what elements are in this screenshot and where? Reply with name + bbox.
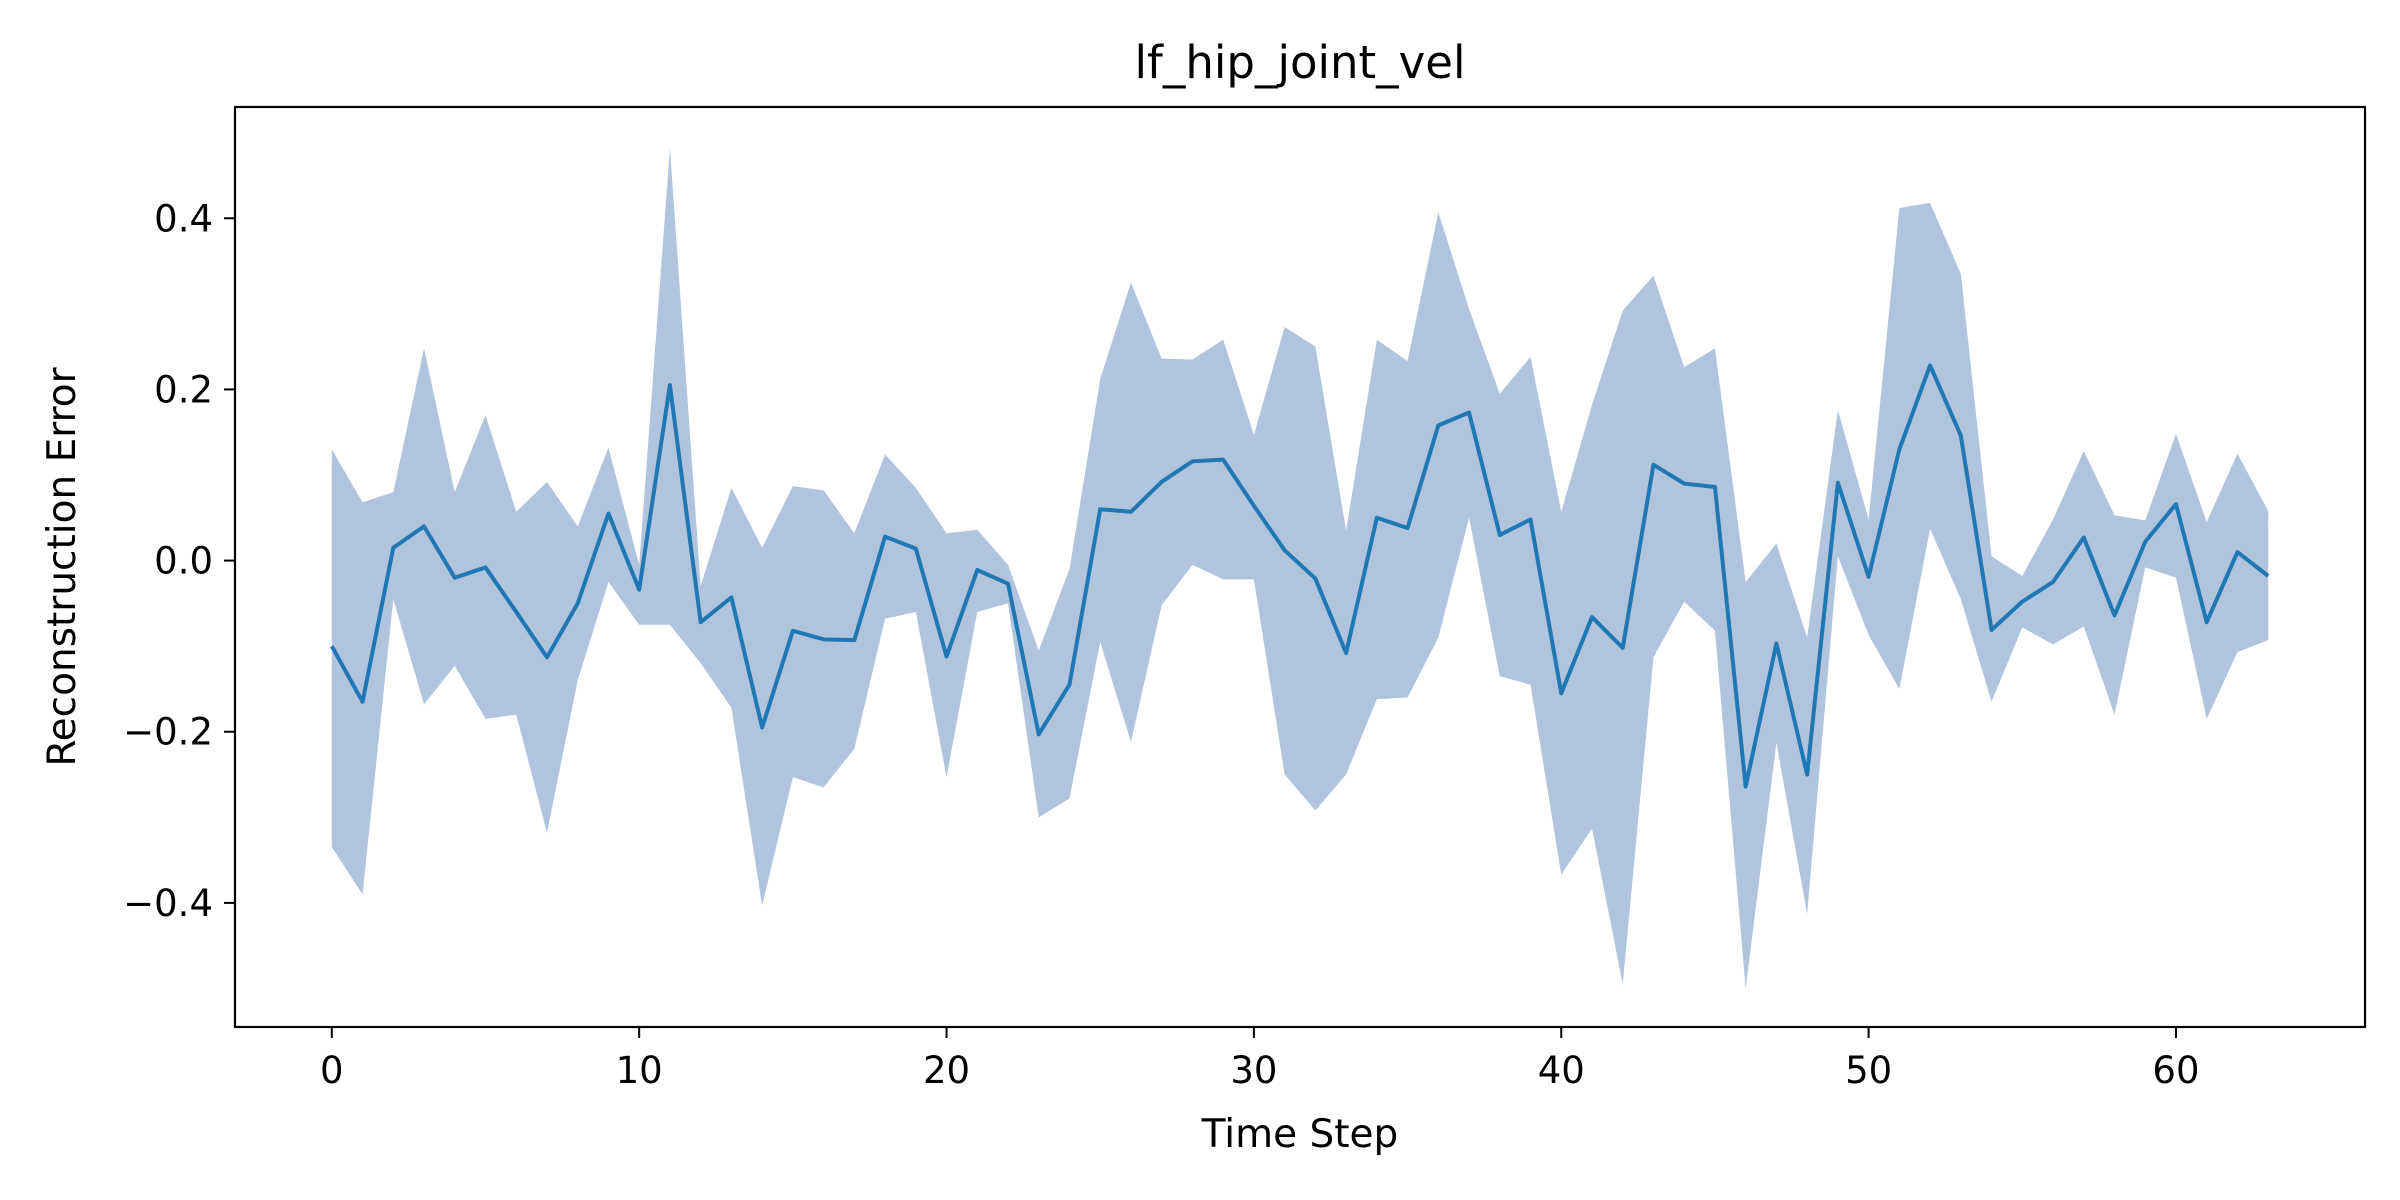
mean-line-layer [330,363,2270,789]
y-tick-label: −0.4 [123,882,213,925]
plot-frame [233,105,2367,1029]
chart-title: lf_hip_joint_vel [1135,36,1466,89]
error-band-area [331,148,2269,989]
x-tick-label: 10 [616,1049,663,1092]
x-tick-label: 30 [1230,1049,1277,1092]
mean-line [330,363,2270,789]
x-tick-label: 40 [1538,1049,1585,1092]
y-tick-label: 0.0 [154,540,213,583]
x-axis-ticks: 0 10 20 30 40 50 60 [320,1027,2200,1092]
y-tick-label: 0.2 [154,368,213,411]
x-tick-label: 60 [2152,1049,2199,1092]
y-axis-label: Reconstruction Error [40,366,85,766]
x-axis-label: Time Step [1201,1112,1399,1157]
error-band-layer [331,148,2269,989]
y-tick-label: 0.4 [154,197,213,240]
y-tick-label: −0.2 [123,711,213,754]
x-tick-label: 0 [320,1049,344,1092]
y-axis-ticks: −0.4 −0.2 0.0 0.2 0.4 [123,197,235,925]
x-tick-label: 20 [923,1049,970,1092]
x-tick-label: 50 [1845,1049,1892,1092]
